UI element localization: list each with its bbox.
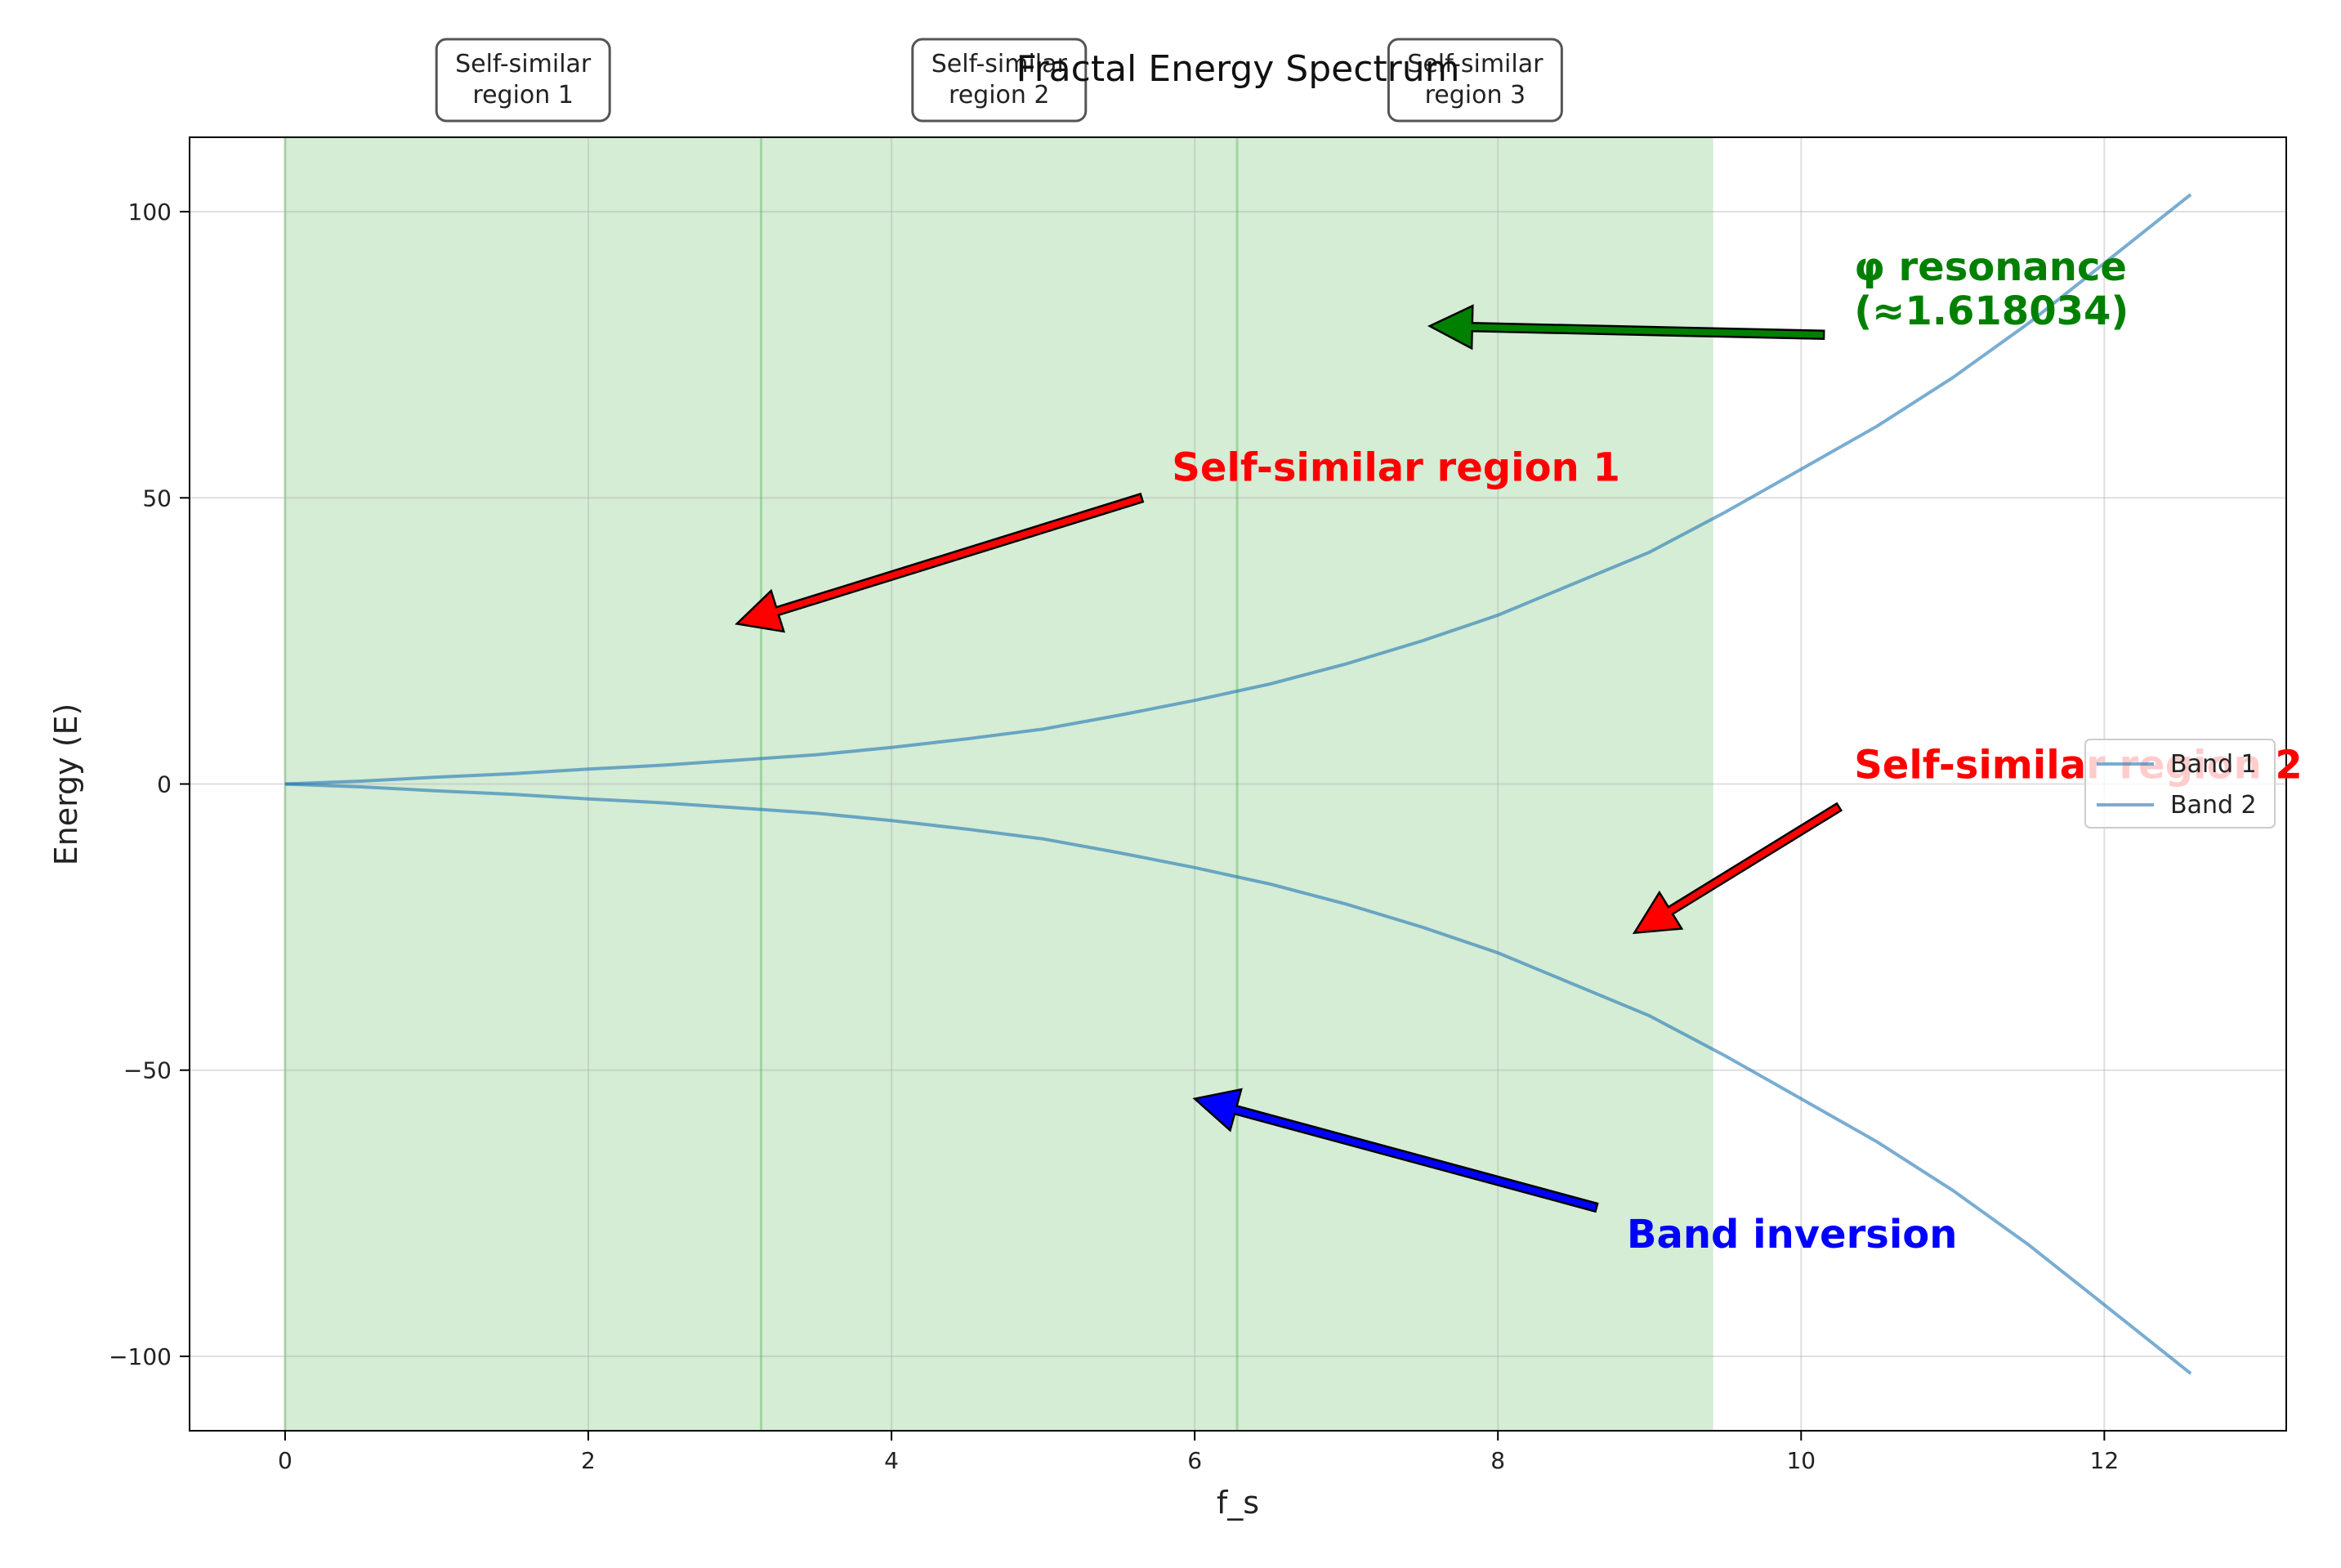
y-tick-label: −50 bbox=[123, 1057, 172, 1084]
y-tick-label: 100 bbox=[128, 199, 172, 226]
annotation-label-2: Self-similar region 1 bbox=[1172, 444, 1620, 490]
y-tick-label: 0 bbox=[157, 771, 172, 798]
y-tick-label: 50 bbox=[142, 485, 172, 511]
shaded-region bbox=[284, 137, 1713, 1431]
annotation-arrow-3 bbox=[1632, 802, 1843, 935]
legend-label-band-2: Band 2 bbox=[2170, 791, 2257, 820]
series-line-band-1 bbox=[284, 193, 2192, 786]
region-box-label-3-line2: region 3 bbox=[1425, 81, 1526, 109]
x-tick-label: 10 bbox=[1786, 1447, 1816, 1474]
region-box-label-3: Self-similar bbox=[1407, 50, 1544, 78]
region-box-label-2: Self-similar bbox=[931, 50, 1068, 78]
region-box-label-1: Self-similar bbox=[455, 50, 592, 78]
region-box-3 bbox=[1387, 38, 1563, 123]
x-tick-label: 2 bbox=[581, 1447, 596, 1474]
y-axis-title: Energy (E) bbox=[48, 704, 84, 866]
annotation-label-1-line2: (≈1.618034) bbox=[1854, 288, 2129, 334]
legend-label-band-1: Band 1 bbox=[2170, 750, 2257, 779]
region-box-label-1-line2: region 1 bbox=[472, 81, 574, 109]
x-tick-label: 6 bbox=[1187, 1447, 1202, 1474]
x-tick-label: 4 bbox=[884, 1447, 899, 1474]
series-line-band-2 bbox=[284, 782, 2192, 1375]
x-tick-label: 0 bbox=[278, 1447, 293, 1474]
x-tick-label: 12 bbox=[2090, 1447, 2120, 1474]
region-box-label-2-line2: region 2 bbox=[949, 81, 1050, 109]
y-tick-label: −100 bbox=[109, 1343, 172, 1370]
annotation-label-1: φ resonance bbox=[1854, 244, 2127, 290]
annotation-arrow-4 bbox=[1192, 1088, 1599, 1213]
chart-title: Fractal Energy Spectrum bbox=[1016, 48, 1459, 90]
x-axis-title: f_s bbox=[1217, 1485, 1259, 1521]
annotation-arrow-1 bbox=[1427, 304, 1825, 351]
x-tick-label: 8 bbox=[1490, 1447, 1505, 1474]
annotation-arrow-2 bbox=[735, 492, 1145, 633]
region-box-1 bbox=[435, 38, 611, 123]
region-box-2 bbox=[911, 38, 1088, 123]
annotation-label-4: Band inversion bbox=[1627, 1212, 1958, 1258]
